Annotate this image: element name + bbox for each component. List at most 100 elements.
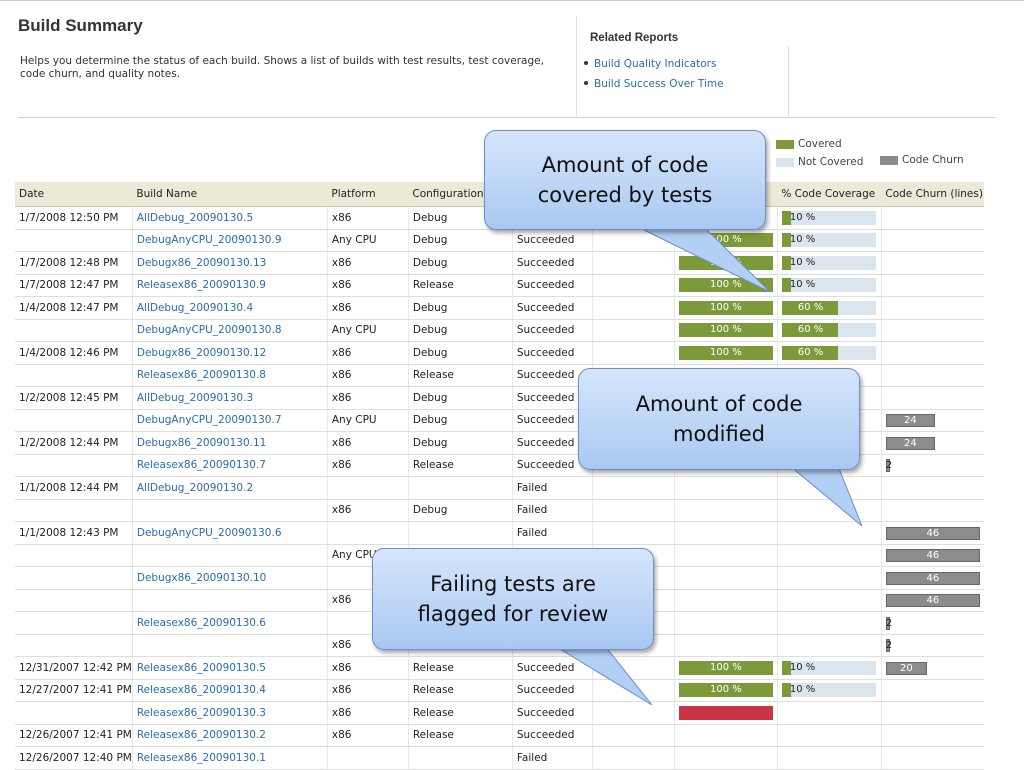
test-bar-fill: [678, 345, 773, 360]
link-build-success-over-time[interactable]: Build Success Over Time: [594, 78, 724, 90]
churn-fill: [885, 436, 935, 450]
code-coverage-cell: 10 %: [776, 679, 882, 702]
build-name-link[interactable]: DebugAnyCPU_20090130.6: [131, 521, 328, 545]
top-rule: [0, 0, 1024, 1]
build-name-link[interactable]: AllDebug_20090130.5: [131, 206, 328, 230]
passed-tests-bar: 100 %: [678, 345, 773, 360]
column-header-code-churn[interactable]: Code Churn (lines): [881, 182, 985, 207]
link-build-quality-indicators[interactable]: Build Quality Indicators: [594, 58, 717, 70]
platform-cell: x86: [326, 679, 409, 702]
column-header-code-coverage[interactable]: % Code Coverage: [777, 182, 882, 207]
configuration-cell: Release: [407, 274, 513, 297]
build-name-link[interactable]: DebugAnyCPU_20090130.7: [131, 409, 328, 432]
test-result-cell: [673, 499, 778, 522]
coverage-bar: 10 %: [781, 683, 881, 698]
build-name-link[interactable]: Debugx86_20090130.10: [131, 566, 328, 590]
empty-cell: [591, 341, 675, 365]
build-name-link[interactable]: Debugx86_20090130.13: [131, 251, 328, 275]
code-coverage-cell: 10 %: [776, 251, 882, 275]
code-churn-cell: [880, 476, 985, 500]
build-name-link[interactable]: Releasex86_20090130.8: [131, 364, 328, 387]
build-name-link[interactable]: AllDebug_20090130.3: [131, 386, 328, 410]
churn-label: 46: [926, 572, 940, 584]
code-churn-cell: 2: [880, 611, 985, 635]
platform-cell: x86: [326, 341, 409, 365]
related-reports-list: Build Quality Indicators Build Success O…: [584, 56, 724, 96]
date-cell: [15, 409, 133, 432]
coverage-bar: 60 %: [781, 345, 881, 360]
test-result-cell: 100 %: [673, 296, 778, 320]
test-result-cell: 100 %: [673, 319, 778, 342]
code-churn-cell: [880, 724, 985, 747]
table-row: 1/4/2008 12:46 PM Debugx86_20090130.12 x86…: [15, 341, 985, 365]
table-row: 12/31/2007 12:42 PM Releasex86_20090130.5…: [15, 656, 985, 680]
code-churn-cell: [880, 701, 985, 725]
build-name-link[interactable]: Releasex86_20090130.5: [131, 656, 328, 680]
test-result-cell: [673, 589, 778, 612]
platform-cell: Any CPU: [326, 229, 409, 252]
coverage-fill: [781, 300, 838, 315]
table-row: 12/26/2007 12:41 PM Releasex86_20090130.2…: [15, 724, 985, 747]
build-name-link[interactable]: AllDebug_20090130.2: [131, 476, 328, 500]
build-name-link[interactable]: Releasex86_20090130.2: [131, 724, 328, 747]
build-name-link[interactable]: DebugAnyCPU_20090130.9: [131, 229, 328, 252]
configuration-cell: Debug: [407, 251, 513, 275]
build-name-link[interactable]: Releasex86_20090130.6: [131, 611, 328, 635]
column-header-platform[interactable]: Platform: [327, 182, 409, 207]
status-cell: Succeeded: [511, 656, 593, 680]
test-result-cell: [673, 521, 778, 545]
build-name-link[interactable]: AllDebug_20090130.4: [131, 296, 328, 320]
code-churn-cell: [880, 319, 985, 342]
build-name-link[interactable]: Releasex86_20090130.1: [131, 746, 328, 770]
build-name-link[interactable]: Releasex86_20090130.7: [131, 454, 328, 477]
churn-label: 2: [885, 617, 893, 629]
coverage-label: 10 %: [789, 279, 816, 291]
configuration-cell: Release: [407, 679, 513, 702]
churn-fill: [885, 616, 890, 630]
code-churn-cell: 46: [880, 566, 985, 590]
coverage-fill: [781, 210, 791, 225]
configuration-cell: Release: [407, 656, 513, 680]
coverage-callout-text: Amount of code covered by tests: [537, 153, 713, 207]
date-cell: [15, 229, 133, 252]
configuration-cell: [407, 521, 513, 545]
test-result-cell: [673, 611, 778, 635]
code-coverage-cell: [776, 544, 882, 567]
legend-covered: Covered: [776, 138, 842, 150]
test-bar-label: 100 %: [709, 301, 742, 313]
churn-fill: [885, 526, 980, 540]
churn-fill: [885, 459, 890, 473]
status-cell: Succeeded: [511, 251, 593, 275]
build-name-link[interactable]: Debugx86_20090130.11: [131, 431, 328, 455]
configuration-cell: Release: [407, 701, 513, 725]
test-result-cell: 100 %: [673, 341, 778, 365]
build-name-link[interactable]: Releasex86_20090130.4: [131, 679, 328, 702]
related-report-item: Build Quality Indicators: [584, 56, 724, 76]
build-name-link[interactable]: DebugAnyCPU_20090130.8: [131, 319, 328, 342]
churn-callout-tail: [788, 465, 863, 527]
column-header-date[interactable]: Date: [15, 182, 133, 207]
code-churn-cell: 24: [880, 431, 985, 455]
build-name-link[interactable]: Releasex86_20090130.3: [131, 701, 328, 725]
coverage-label: 60 %: [797, 301, 824, 313]
failing-callout-tail: [553, 645, 653, 706]
churn-fill: [885, 571, 980, 585]
empty-cell: [591, 499, 675, 522]
code-churn-cell: 24: [880, 409, 985, 432]
build-name-link: [131, 589, 328, 612]
churn-label: 46: [926, 595, 940, 607]
page-title: Build Summary: [18, 16, 143, 35]
build-name-link[interactable]: Debugx86_20090130.12: [131, 341, 328, 365]
coverage-bar: 10 %: [781, 255, 881, 270]
configuration-cell: Release: [407, 454, 513, 477]
platform-cell: Any CPU: [326, 319, 409, 342]
column-header-build-name[interactable]: Build Name: [132, 182, 328, 207]
configuration-cell: Debug: [407, 386, 513, 410]
build-name-link[interactable]: Releasex86_20090130.9: [131, 274, 328, 297]
test-bar-label: 100 %: [709, 324, 742, 336]
status-cell: Succeeded: [511, 431, 593, 455]
status-cell: Succeeded: [511, 701, 593, 725]
coverage-bar: 60 %: [781, 323, 881, 338]
coverage-fill: [781, 233, 791, 248]
legend-label: Code Churn: [902, 154, 964, 166]
